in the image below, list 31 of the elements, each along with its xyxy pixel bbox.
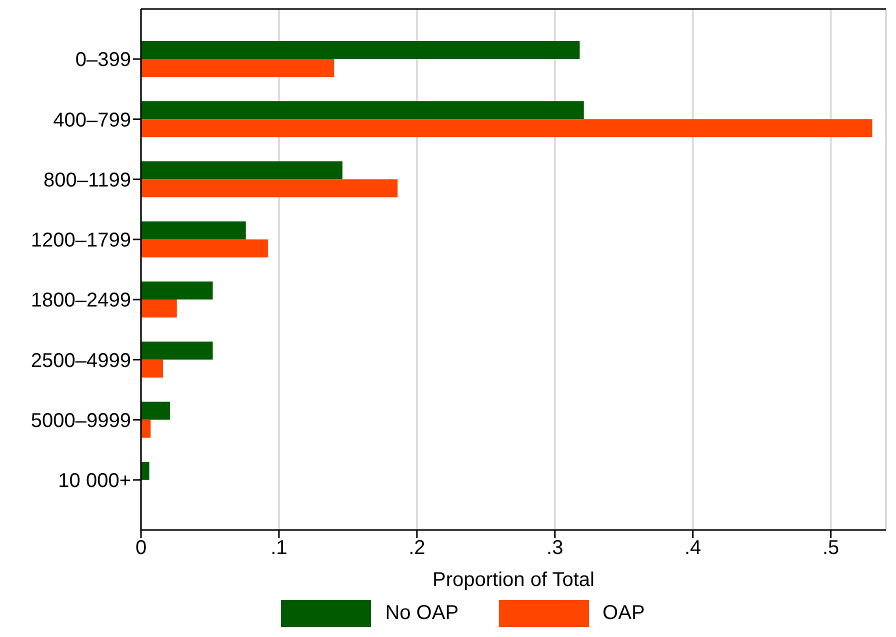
y-tick-label: 1200–1799	[30, 230, 131, 252]
y-tick-label: 1800–2499	[30, 290, 131, 312]
bar	[141, 101, 584, 120]
x-tick-label: .3	[546, 537, 564, 560]
x-tick-label: .5	[822, 537, 840, 560]
x-axis-title: Proportion of Total	[432, 569, 594, 591]
legend-label: OAP	[602, 602, 645, 625]
bar	[141, 462, 150, 480]
bar	[141, 239, 268, 258]
y-tick-label: 400–799	[53, 109, 131, 132]
legend-label: No OAP	[385, 602, 459, 625]
bar	[141, 360, 164, 378]
bar	[141, 300, 177, 318]
bar	[141, 119, 872, 138]
y-tick-label: 2500–4999	[30, 350, 131, 372]
y-tick-label: 800–1199	[44, 169, 131, 192]
bar	[141, 179, 398, 198]
x-tick-label: .2	[408, 537, 426, 560]
y-tick-label: 5000–9999	[30, 410, 131, 432]
bar	[141, 282, 213, 300]
x-tick-label: .1	[270, 537, 288, 560]
bar	[141, 161, 342, 180]
bar	[141, 221, 246, 240]
y-tick-label: 0–399	[75, 49, 131, 72]
x-tick-label: .4	[684, 537, 702, 560]
bar	[141, 342, 213, 360]
y-tick-label: 10 000+	[58, 470, 131, 492]
bar	[141, 41, 580, 60]
x-tick-label: 0	[135, 537, 147, 560]
bar	[141, 59, 334, 78]
bar	[141, 402, 170, 420]
